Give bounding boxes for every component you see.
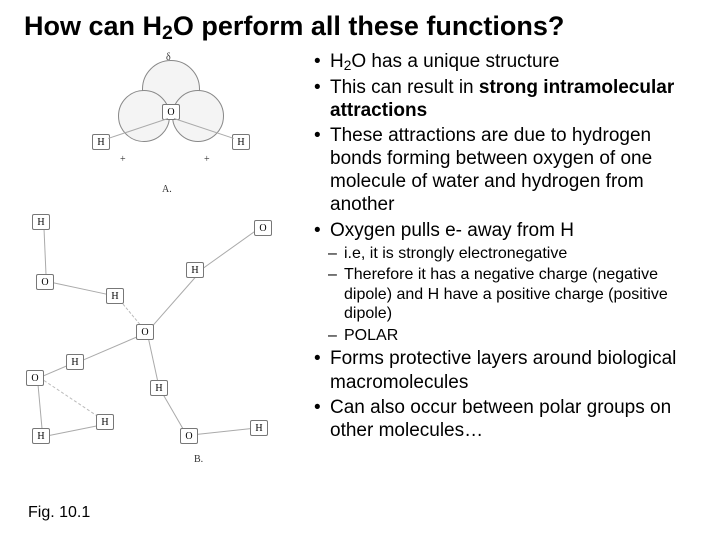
sub-bullet-list: i.e, it is strongly electronegative Ther… bbox=[310, 244, 696, 346]
water-molecule-diagram: OHH++δA. bbox=[64, 52, 264, 202]
sub-bullet-1: i.e, it is strongly electronegative bbox=[310, 244, 696, 264]
atom-label: O bbox=[136, 324, 154, 340]
hydrogen-bond-line bbox=[44, 380, 99, 417]
slide-body: OHH++δA. HOOHHOHOHHOHHB. Fig. 10.1 H2O h… bbox=[24, 50, 696, 452]
atom-label: H bbox=[96, 414, 114, 430]
diagram-label: δ bbox=[166, 52, 171, 63]
diagram-label: + bbox=[204, 154, 210, 165]
diagram-label: B. bbox=[194, 454, 203, 465]
atom-label: H bbox=[66, 354, 84, 370]
atom-label: O bbox=[36, 274, 54, 290]
atom-label: H bbox=[92, 134, 110, 150]
bond-line bbox=[52, 282, 108, 295]
atom-label: O bbox=[180, 428, 198, 444]
atom-label: H bbox=[232, 134, 250, 150]
atom-label: H bbox=[250, 420, 268, 436]
bullet-list: H2O has a unique structure This can resu… bbox=[310, 50, 696, 241]
atom-label: O bbox=[254, 220, 272, 236]
hydrogen-bond-network-diagram: HOOHHOHOHHOHHB. bbox=[24, 202, 304, 452]
bond-line bbox=[148, 337, 159, 383]
bond-line bbox=[38, 385, 43, 429]
bullet-6: Can also occur between polar groups on o… bbox=[310, 396, 696, 442]
bullet-1: H2O has a unique structure bbox=[310, 50, 696, 73]
bullet-5: Forms protective layers around biologica… bbox=[310, 347, 696, 393]
sub-bullet-2: Therefore it has a negative charge (nega… bbox=[310, 265, 696, 324]
figure-caption: Fig. 10.1 bbox=[28, 504, 90, 522]
bond-line bbox=[162, 393, 185, 431]
diagram-label: + bbox=[120, 154, 126, 165]
atom-label: H bbox=[32, 214, 50, 230]
bullet-2: This can result in strong intramolecular… bbox=[310, 76, 696, 122]
sub-bullet-3: POLAR bbox=[310, 326, 696, 346]
bullet-3: These attractions are due to hydrogen bo… bbox=[310, 124, 696, 217]
bullet-4: Oxygen pulls e- away from H bbox=[310, 219, 696, 242]
bond-line bbox=[152, 277, 197, 328]
bond-line bbox=[196, 428, 252, 435]
atom-label: O bbox=[26, 370, 44, 386]
hydrogen-bond-line bbox=[120, 301, 141, 326]
text-column: H2O has a unique structure This can resu… bbox=[310, 50, 696, 452]
atom-label: H bbox=[32, 428, 50, 444]
atom-label: H bbox=[106, 288, 124, 304]
atom-label: H bbox=[150, 380, 168, 396]
bullet-list-2: Forms protective layers around biologica… bbox=[310, 347, 696, 442]
slide: How can H2O perform all these functions?… bbox=[0, 0, 720, 540]
bond-line bbox=[44, 229, 47, 275]
bond-line bbox=[82, 336, 138, 361]
atom-label: H bbox=[186, 262, 204, 278]
bond-line bbox=[200, 230, 257, 271]
figure-column: OHH++δA. HOOHHOHOHHOHHB. Fig. 10.1 bbox=[24, 50, 304, 452]
diagram-label: A. bbox=[162, 184, 172, 195]
slide-title: How can H2O perform all these functions? bbox=[24, 10, 696, 42]
